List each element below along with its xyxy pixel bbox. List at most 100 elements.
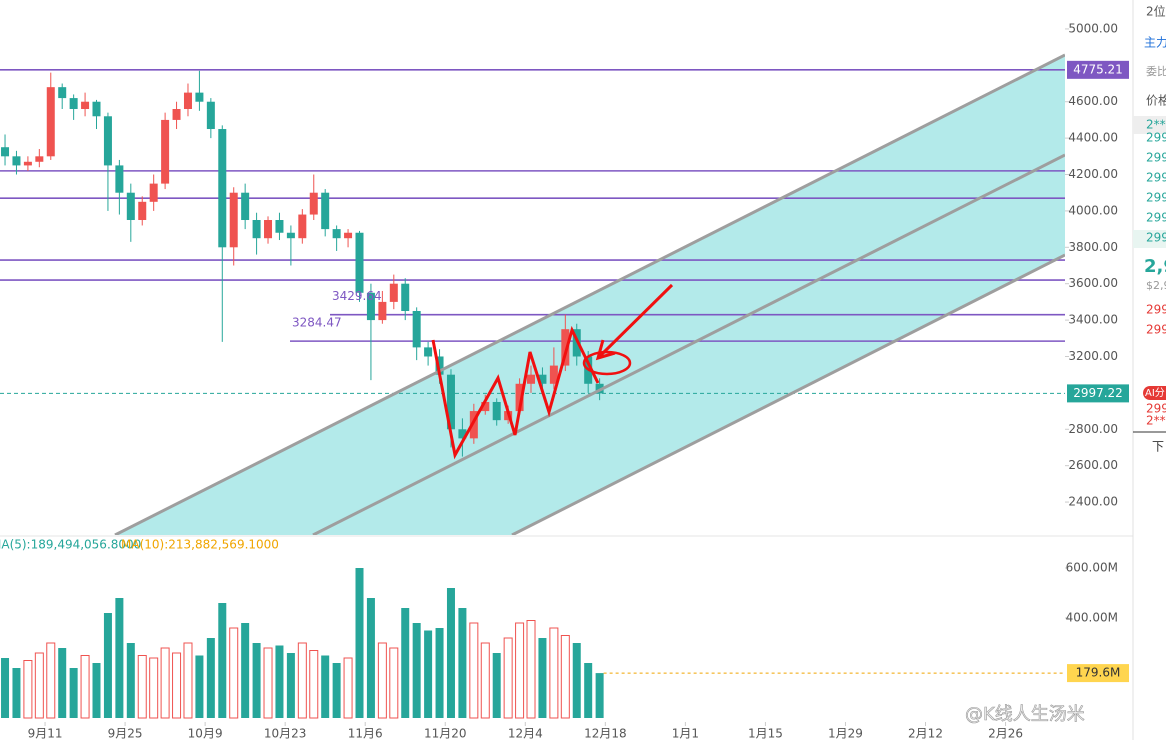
candle-body	[206, 101, 215, 130]
volume-bar	[58, 648, 67, 718]
last-volume-tag	[1067, 664, 1129, 683]
volume-bar	[366, 598, 375, 718]
x-tick-label: 1月1	[672, 727, 699, 740]
volume-bar	[549, 627, 559, 719]
side-text: 299	[1146, 191, 1166, 205]
volume-bar	[34, 652, 44, 719]
volume-bar	[172, 652, 182, 719]
volume-bar	[343, 657, 353, 719]
candle-body	[424, 347, 433, 357]
candle-body	[561, 329, 570, 366]
y-tick-label: 4600.00	[1068, 94, 1118, 108]
volume-bar	[126, 643, 135, 718]
last-volume-label: 179.6M	[1076, 666, 1121, 680]
candle-body	[401, 283, 410, 311]
volume-bar	[469, 622, 479, 719]
volume-bar	[183, 642, 193, 719]
volume-bar	[321, 655, 330, 718]
volume-bar	[263, 647, 273, 719]
candle-body	[172, 109, 181, 120]
last-price-tag	[1067, 384, 1129, 403]
x-tick-label: 10月23	[264, 727, 307, 740]
volume-bar	[297, 642, 307, 719]
candle-body	[252, 220, 261, 239]
side-text: 主力	[1144, 36, 1166, 50]
candle-body	[412, 310, 421, 348]
side-text: 299	[1146, 303, 1166, 317]
volume-bar	[377, 642, 387, 719]
volume-bar	[286, 653, 295, 718]
y-tick-label: 3400.00	[1068, 313, 1118, 327]
candle-body	[527, 374, 536, 384]
x-tick-label: 2月12	[908, 727, 943, 740]
level-tag	[1067, 60, 1129, 79]
x-tick-label: 10月9	[188, 727, 223, 740]
candle-body	[355, 232, 364, 293]
y-tick-label: 3800.00	[1068, 240, 1118, 254]
volume-bar	[332, 663, 341, 718]
candle-body	[58, 87, 67, 99]
candle-body	[538, 374, 547, 384]
y-tick-label: 4000.00	[1068, 203, 1118, 217]
candle-body	[264, 220, 273, 239]
side-text: $2,9	[1146, 279, 1166, 292]
y-tick-label: 5000.00	[1068, 21, 1118, 35]
volume-bar	[435, 628, 444, 718]
candle-body	[241, 192, 250, 221]
x-tick-label: 11月6	[348, 727, 383, 740]
volume-bar	[137, 655, 147, 719]
volume-bar	[560, 635, 570, 719]
volume-bar	[103, 613, 112, 718]
candle-body	[1, 147, 10, 157]
candle-body	[69, 98, 78, 110]
last-price-label: 2997.22	[1073, 386, 1123, 400]
volume-bar	[80, 655, 90, 719]
x-tick-label: 11月20	[424, 727, 467, 740]
y-tick-label: 4200.00	[1068, 167, 1118, 181]
volume-bar	[572, 643, 581, 718]
candle-body	[469, 411, 478, 439]
side-text: 2位	[1146, 4, 1166, 19]
y-tick-label: 2800.00	[1068, 422, 1118, 436]
v-tick-label: 400.00M	[1066, 611, 1118, 625]
side-badge[interactable]: AI分	[1145, 387, 1165, 399]
side-text: 299	[1146, 131, 1166, 145]
side-text: 2**	[1146, 414, 1166, 428]
volume-bar	[92, 663, 101, 718]
candle-body	[435, 356, 444, 375]
candle-body	[549, 365, 558, 384]
ma10-label: MA(10):213,882,569.1000	[121, 538, 279, 552]
volume-bar	[275, 645, 284, 718]
side-text: 价格	[1146, 93, 1166, 108]
volume-bar	[229, 627, 239, 719]
y-tick-label: 4400.00	[1068, 131, 1118, 145]
side-text: 299	[1146, 211, 1166, 225]
volume-bar	[69, 668, 78, 718]
x-tick-label: 12月4	[508, 727, 543, 740]
candle-body	[138, 201, 147, 221]
candle-body	[126, 192, 135, 221]
volume-bar	[355, 568, 364, 718]
channel-middle	[312, 153, 1065, 535]
v-tick-label: 600.00M	[1066, 561, 1118, 575]
x-tick-label: 12月18	[584, 727, 627, 740]
x-tick-label: 9月11	[28, 727, 63, 740]
x-tick-label: 1月29	[828, 727, 863, 740]
candle-body	[23, 161, 32, 166]
volume-bar	[309, 650, 319, 719]
volume-bar	[595, 673, 604, 718]
candle-body	[515, 383, 524, 412]
side-text: 299	[1146, 151, 1166, 165]
volume-bar	[412, 623, 421, 718]
candle-body	[481, 401, 490, 412]
volume-bar	[46, 642, 56, 719]
candle-body	[286, 232, 295, 239]
candle-body	[229, 192, 238, 248]
volume-bar	[515, 622, 525, 719]
candle-body	[389, 283, 398, 302]
volume-bar	[252, 643, 261, 718]
candle-body	[103, 116, 112, 166]
side-text: 下	[1152, 440, 1164, 454]
arrow-head	[595, 339, 616, 361]
candle-body	[378, 301, 387, 321]
